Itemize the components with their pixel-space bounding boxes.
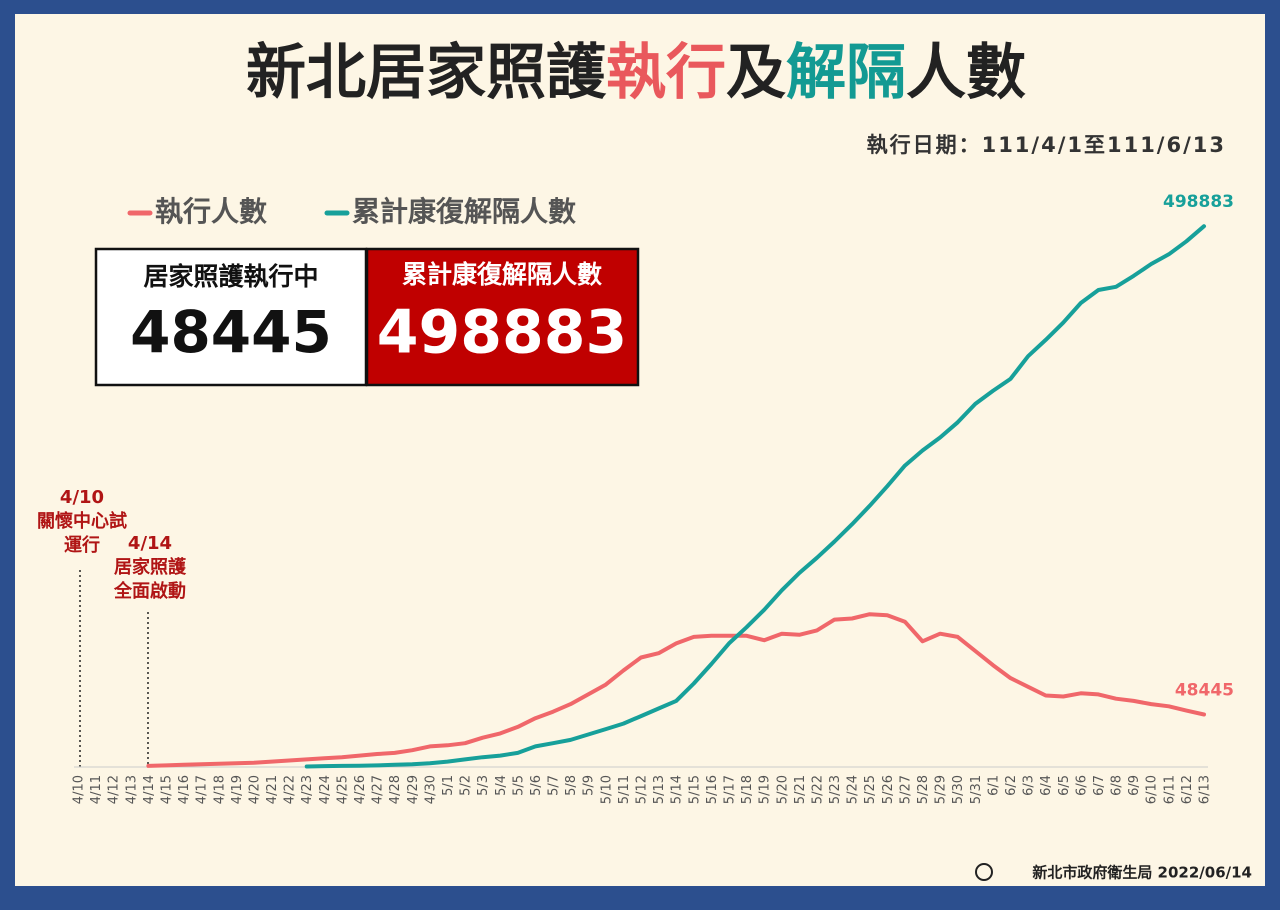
- x-tick-label: 6/13: [1198, 775, 1213, 804]
- x-tick-label: 5/6: [529, 775, 544, 796]
- x-tick-label: 6/10: [1145, 775, 1160, 804]
- x-tick-label: 5/30: [951, 775, 966, 804]
- series-line: [304, 224, 1206, 769]
- source: 新北市政府衛生局 2022/06/14: [1032, 864, 1252, 882]
- annotation: 全面啟動: [113, 580, 186, 602]
- series-line: [146, 612, 1206, 768]
- x-tick-label: 5/11: [617, 775, 632, 804]
- x-tick-label: 6/3: [1022, 775, 1037, 796]
- annotation: 4/10: [60, 487, 104, 508]
- x-tick-label: 5/2: [459, 775, 474, 796]
- x-tick-label: 6/7: [1092, 775, 1107, 796]
- x-tick-label: 6/2: [1004, 775, 1019, 796]
- x-tick-label: 4/21: [265, 775, 280, 804]
- title-part: 新北居家照護: [246, 38, 607, 108]
- annotation: 居家照護: [114, 556, 187, 578]
- x-tick-label: 4/24: [318, 775, 333, 804]
- x-tick-label: 5/12: [635, 775, 650, 804]
- x-tick-label: 6/8: [1110, 775, 1125, 796]
- x-tick-label: 4/20: [247, 775, 262, 804]
- x-tick-label: 5/19: [758, 775, 773, 804]
- kpi-value: 48445: [130, 298, 332, 366]
- x-tick-label: 5/24: [846, 775, 861, 804]
- legend-label: 執行人數: [155, 195, 267, 228]
- x-tick-label: 4/26: [353, 775, 368, 804]
- x-tick-label: 4/25: [335, 775, 350, 804]
- x-tick-label: 4/10: [72, 775, 87, 804]
- x-tick-label: 5/8: [564, 775, 579, 796]
- x-tick-label: 4/16: [177, 775, 192, 804]
- x-tick-label: 5/27: [898, 775, 913, 804]
- chart-title: 新北居家照護執行及解隔人數: [246, 38, 1026, 108]
- x-tick-label: 5/5: [511, 775, 526, 796]
- x-tick-label: 6/9: [1127, 775, 1142, 796]
- x-tick-label: 6/11: [1162, 775, 1177, 804]
- annotation: 4/14: [128, 533, 172, 554]
- title-part: 人數: [906, 38, 1026, 108]
- x-tick-label: 4/17: [195, 775, 210, 804]
- x-tick-label: 6/5: [1057, 775, 1072, 796]
- x-tick-label: 4/11: [89, 775, 104, 804]
- x-tick-label: 6/4: [1039, 775, 1054, 796]
- x-tick-label: 6/1: [986, 775, 1001, 796]
- kpi-label: 累計康復解隔人數: [402, 260, 602, 289]
- x-tick-label: 4/19: [230, 775, 245, 804]
- x-tick-label: 4/30: [423, 775, 438, 804]
- x-tick-label: 5/22: [810, 775, 825, 804]
- end-label: 48445: [1175, 680, 1234, 700]
- x-tick-label: 4/29: [406, 775, 421, 804]
- x-tick-label: 4/12: [107, 775, 122, 804]
- x-tick-label: 4/15: [159, 775, 174, 804]
- x-tick-label: 5/18: [740, 775, 755, 804]
- x-tick-label: 5/10: [599, 775, 614, 804]
- x-tick-label: 5/17: [722, 775, 737, 804]
- x-tick-label: 5/3: [476, 775, 491, 796]
- x-tick-label: 5/31: [969, 775, 984, 804]
- title-part: 執行: [606, 38, 726, 108]
- subtitle: 執行日期：111/4/1至111/6/13: [867, 133, 1226, 157]
- x-tick-label: 5/23: [828, 775, 843, 804]
- annotation: 運行: [64, 534, 100, 556]
- panel: [15, 14, 1265, 886]
- x-tick-label: 6/12: [1180, 775, 1195, 804]
- x-tick-label: 5/9: [582, 775, 597, 796]
- x-tick-label: 4/22: [283, 775, 298, 804]
- kpi-box: [365, 247, 640, 387]
- title-part: 解隔: [786, 38, 906, 108]
- kpi-value: 498883: [377, 298, 628, 368]
- kpi-box: [94, 247, 368, 387]
- kpi-label: 居家照護執行中: [143, 262, 318, 291]
- x-tick-label: 5/28: [916, 775, 931, 804]
- x-tick-label: 5/4: [494, 775, 509, 796]
- logo: [975, 863, 993, 881]
- legend-label: 累計康復解隔人數: [352, 195, 576, 228]
- x-tick-label: 5/29: [934, 775, 949, 804]
- x-tick-label: 5/16: [705, 775, 720, 804]
- annotation: 關懷中心試: [37, 510, 127, 532]
- x-tick-label: 4/18: [212, 775, 227, 804]
- x-tick-label: 4/13: [124, 775, 139, 804]
- x-tick-label: 5/13: [652, 775, 667, 804]
- x-tick-label: 4/14: [142, 775, 157, 804]
- x-tick-label: 6/6: [1074, 775, 1089, 796]
- x-tick-label: 5/26: [881, 775, 896, 804]
- x-tick-label: 5/21: [793, 775, 808, 804]
- x-tick-label: 5/1: [441, 775, 456, 796]
- title-part: 及: [726, 38, 786, 108]
- x-tick-label: 4/23: [300, 775, 315, 804]
- x-tick-label: 5/25: [863, 775, 878, 804]
- x-tick-label: 4/28: [388, 775, 403, 804]
- end-label: 498883: [1163, 192, 1234, 212]
- x-tick-label: 4/27: [371, 775, 386, 804]
- x-tick-label: 5/14: [670, 775, 685, 804]
- x-tick-label: 5/7: [547, 775, 562, 796]
- x-tick-label: 5/20: [775, 775, 790, 804]
- x-tick-label: 5/15: [687, 775, 702, 804]
